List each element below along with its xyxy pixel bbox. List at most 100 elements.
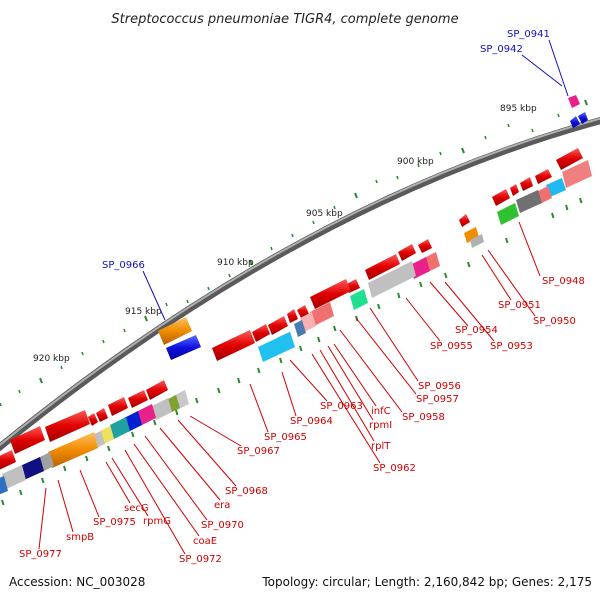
gene-block-v[interactable] [45, 410, 90, 442]
gene-block-d[interactable] [510, 184, 519, 196]
gene-block-q[interactable] [146, 380, 168, 400]
scale-tick-outer [507, 123, 510, 128]
gene-label-sp0950: SP_0950 [533, 316, 576, 327]
gene-rev-g[interactable] [470, 234, 484, 248]
gene-label-sp0968: SP_0968 [225, 486, 268, 497]
scale-tick-outer [165, 302, 168, 307]
scale-tick-outer [396, 175, 399, 180]
gene-block-f[interactable] [459, 214, 470, 227]
gene-block-p[interactable] [212, 330, 255, 361]
gene-block-s[interactable] [108, 397, 128, 416]
gene-block-w[interactable] [10, 426, 45, 454]
scale-labels: 895 kbp 900 kbp 905 kbp 910 kbp 915 kbp … [33, 104, 537, 364]
gene-block-e[interactable] [492, 189, 510, 206]
gene-block-b[interactable] [535, 169, 552, 184]
leader-line [124, 449, 186, 555]
gene-sp0941[interactable] [568, 95, 580, 108]
gene-block-r[interactable] [128, 390, 148, 408]
gene-block-h[interactable] [398, 244, 416, 261]
gene-rev-l[interactable] [310, 302, 334, 326]
gene-block-l[interactable] [297, 305, 309, 318]
gene-block-x[interactable] [0, 450, 16, 470]
scale-tick-inner [419, 281, 423, 288]
map-title: Streptococcus pneumoniae TIGR4, complete… [111, 12, 458, 27]
gene-rev-b[interactable] [546, 178, 566, 197]
scale-tick-inner [397, 292, 401, 299]
scale-tick-outer [123, 328, 126, 333]
leader-line [327, 345, 374, 421]
gene-block-m[interactable] [287, 309, 298, 323]
scale-tick-outer [81, 351, 84, 356]
leader-line [144, 435, 208, 521]
gene-block-t[interactable] [96, 408, 108, 422]
gene-label-sp0965: SP_0965 [264, 432, 307, 443]
leader-line [57, 479, 74, 533]
gene-label-sp0942: SP_0942 [480, 44, 523, 55]
gene-rev-v[interactable] [110, 417, 130, 439]
leader-line [159, 427, 221, 501]
gene-rev-j[interactable] [368, 261, 416, 298]
gene-block-g[interactable] [418, 239, 432, 253]
gene-rev-a[interactable] [562, 160, 592, 188]
gene-block-k[interactable] [310, 279, 351, 309]
gene-rev-f[interactable] [464, 227, 479, 243]
gene-rev-ab[interactable] [2, 465, 26, 489]
gene-rev-ac[interactable] [0, 476, 8, 495]
gene-rev-t[interactable] [136, 404, 156, 426]
scale-tick-outer [461, 147, 465, 154]
scale-tick-outer [375, 179, 378, 184]
scale-tick-inner [153, 419, 157, 426]
gene-label-secg: secG [124, 503, 149, 514]
gene-rev-d[interactable] [516, 190, 542, 213]
tick-label-920: 920 kbp [33, 354, 70, 364]
gene-block-c[interactable] [520, 177, 533, 191]
gene-label-sp0972: SP_0972 [179, 554, 222, 565]
gene-rev-s[interactable] [152, 398, 172, 420]
leader-line [177, 419, 237, 487]
scale-tick-inner [131, 431, 135, 438]
scale-tick-inner [217, 387, 221, 394]
gene-label-sp0955: SP_0955 [430, 341, 473, 352]
gene-label-sp0954: SP_0954 [455, 325, 498, 336]
scale-tick-inner [195, 397, 199, 404]
scale-tick-outer [39, 377, 43, 384]
gene-rev-aa[interactable] [20, 457, 44, 480]
gene-sp0966-b[interactable] [166, 335, 201, 360]
gene-labels: SP_0941 SP_0942 SP_0966 SP_0948 SP_0951 … [19, 29, 585, 565]
gene-block-o[interactable] [252, 324, 270, 342]
gene-label-sp0975: SP_0975 [93, 517, 136, 528]
gene-rev-y[interactable] [48, 432, 98, 468]
gene-sp0942-a[interactable] [570, 116, 580, 128]
scale-tick-inner [175, 409, 179, 416]
scale-tick-inner [505, 237, 509, 244]
leader-line [249, 383, 269, 433]
gene-rev-k[interactable] [350, 289, 368, 310]
gene-rev-e[interactable] [497, 203, 519, 225]
gene-label-sp0963: SP_0963 [320, 401, 363, 412]
forward-strand-genes [0, 95, 588, 470]
gene-sp0966-a[interactable] [158, 317, 192, 345]
leader-line [38, 487, 47, 550]
gene-rev-n[interactable] [294, 320, 306, 337]
gene-block-u[interactable] [88, 413, 98, 426]
gene-rev-p[interactable] [258, 332, 295, 362]
reverse-strand-genes [0, 160, 592, 495]
gene-block-n[interactable] [268, 316, 288, 335]
backbone-highlight [0, 117, 600, 447]
scale-tick-outer [531, 128, 534, 133]
gene-block-a[interactable] [556, 148, 583, 170]
gene-sp0942-b[interactable] [578, 112, 588, 124]
scale-tick-outer [228, 273, 231, 278]
scale-tick-outer [312, 220, 315, 225]
scale-tick-inner [41, 477, 45, 484]
leader-line [311, 353, 381, 464]
leader-line [429, 281, 469, 327]
scale-tick-outer [417, 163, 420, 168]
leader-line [444, 281, 495, 342]
scale-tick-outer [584, 99, 588, 106]
gene-label-infc: infC [371, 406, 391, 417]
scale-tick-inner [551, 212, 555, 219]
gene-block-i[interactable] [365, 254, 400, 280]
